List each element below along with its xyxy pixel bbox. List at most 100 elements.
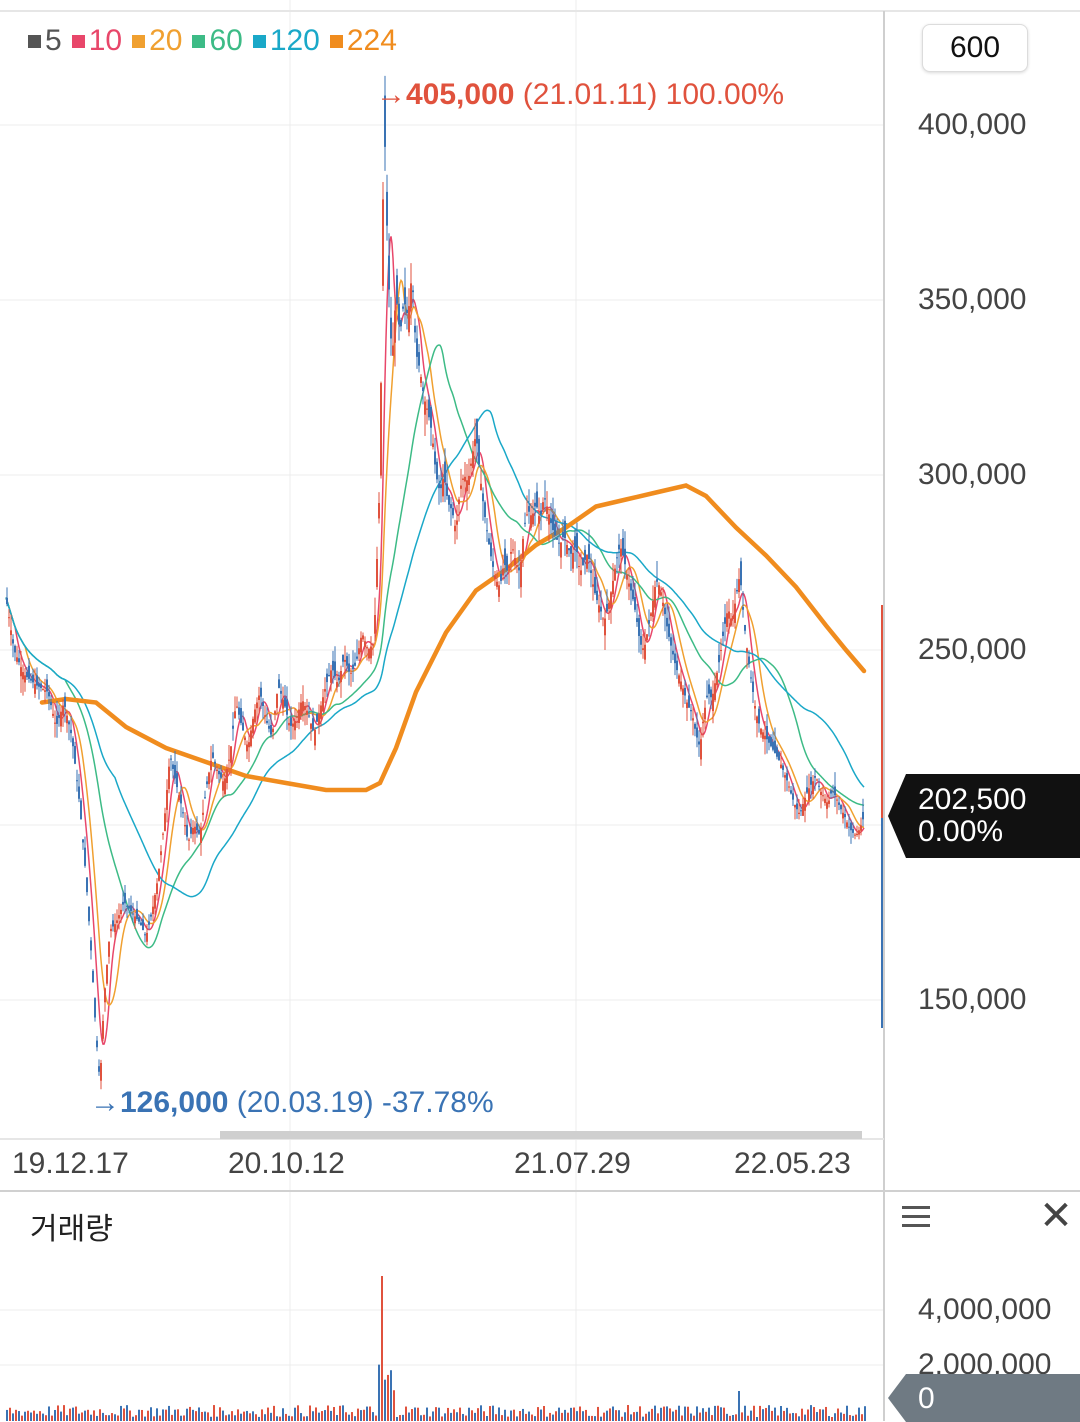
- candle-body: [76, 780, 78, 782]
- candle-body: [562, 531, 564, 538]
- volume-bar: [465, 1415, 467, 1421]
- candle-body: [596, 590, 598, 601]
- candle-body: [354, 662, 356, 666]
- candle-body: [732, 615, 734, 620]
- candle-body: [384, 95, 386, 147]
- volume-bar: [651, 1408, 653, 1421]
- arrow-right-icon: →: [376, 78, 406, 111]
- volume-bar: [336, 1415, 338, 1421]
- candle-body: [316, 713, 318, 722]
- candle-body: [706, 695, 708, 698]
- volume-bar: [468, 1407, 470, 1421]
- candle-body: [434, 451, 436, 465]
- candle-body: [810, 776, 812, 785]
- candle-body: [658, 585, 660, 595]
- candle-body: [436, 461, 438, 480]
- volume-bar: [144, 1416, 146, 1421]
- candle-body: [96, 1040, 98, 1048]
- candle-body: [558, 542, 560, 544]
- period-button[interactable]: 600: [922, 24, 1028, 72]
- candle-body: [456, 520, 458, 525]
- candle-body: [666, 617, 668, 627]
- current-volume: 0: [918, 1382, 935, 1415]
- candle-body: [196, 823, 198, 831]
- candle-body: [394, 310, 396, 343]
- close-icon[interactable]: ✕: [1039, 1194, 1073, 1238]
- candle-body: [242, 722, 244, 731]
- volume-bar: [822, 1409, 824, 1421]
- volume-bar: [294, 1407, 296, 1421]
- volume-bar: [36, 1413, 38, 1421]
- candle-body: [368, 648, 370, 659]
- candle-body: [696, 727, 698, 738]
- volume-bar: [666, 1406, 668, 1421]
- scroll-bar[interactable]: [220, 1131, 862, 1139]
- volume-bar: [330, 1410, 332, 1421]
- candle-body: [424, 401, 426, 415]
- volume-bar: [804, 1414, 806, 1421]
- volume-bar: [351, 1412, 353, 1421]
- candle-body: [260, 687, 262, 697]
- volume-bar: [153, 1416, 155, 1421]
- candle-body: [468, 475, 470, 486]
- volume-bar: [789, 1413, 791, 1421]
- legend-ma224[interactable]: 224: [329, 24, 397, 58]
- candle-body: [638, 618, 640, 636]
- volume-bar: [93, 1410, 95, 1421]
- candle-body: [744, 624, 746, 631]
- volume-bar: [45, 1415, 47, 1421]
- legend-ma5[interactable]: 5: [28, 24, 62, 58]
- volume-bar: [555, 1411, 557, 1421]
- volume-bar: [375, 1415, 377, 1421]
- candle-body: [372, 644, 374, 646]
- legend-label: 120: [269, 24, 320, 57]
- volume-bar: [30, 1412, 32, 1421]
- candle-body: [118, 915, 120, 919]
- volume-bar: [498, 1407, 500, 1421]
- volume-bar: [630, 1414, 632, 1421]
- candle-body: [100, 1063, 102, 1081]
- candle-body: [674, 653, 676, 664]
- volume-bar: [813, 1407, 815, 1421]
- candle-body: [862, 811, 864, 820]
- candle-body: [284, 697, 286, 707]
- volume-bar: [495, 1414, 497, 1421]
- volume-bar: [408, 1412, 410, 1421]
- candle-body: [740, 561, 742, 586]
- candle-body: [584, 549, 586, 560]
- hamburger-icon[interactable]: [898, 1198, 934, 1234]
- legend-ma10[interactable]: 10: [71, 24, 122, 58]
- candle-body: [388, 255, 390, 290]
- candle-body: [68, 721, 70, 725]
- candle-body: [548, 514, 550, 525]
- volume-bar: [588, 1415, 590, 1421]
- volume-bar: [735, 1414, 737, 1421]
- volume-bar: [546, 1416, 548, 1421]
- volume-bar: [201, 1411, 203, 1421]
- volume-bar: [726, 1413, 728, 1421]
- candle-body: [266, 720, 268, 723]
- legend-ma60[interactable]: 60: [192, 24, 243, 58]
- legend-swatch: [28, 34, 41, 48]
- volume-bar: [849, 1415, 851, 1421]
- volume-bar: [81, 1412, 83, 1421]
- volume-bar: [645, 1413, 647, 1421]
- candle-body: [554, 523, 556, 536]
- candle-body: [826, 802, 828, 809]
- candle-body: [280, 690, 282, 694]
- candle-body: [650, 613, 652, 617]
- candle-body: [762, 732, 764, 739]
- candle-body: [108, 941, 110, 957]
- candle-body: [506, 555, 508, 571]
- legend-ma120[interactable]: 120: [252, 24, 320, 58]
- volume-bar: [372, 1412, 374, 1421]
- candle-body: [272, 728, 274, 733]
- candle-body: [786, 773, 788, 781]
- candle-body: [408, 306, 410, 333]
- volume-bar: [435, 1407, 437, 1421]
- candle-body: [162, 833, 164, 835]
- volume-bar: [78, 1413, 80, 1421]
- volume-bar: [549, 1412, 551, 1421]
- legend-ma20[interactable]: 20: [132, 24, 182, 58]
